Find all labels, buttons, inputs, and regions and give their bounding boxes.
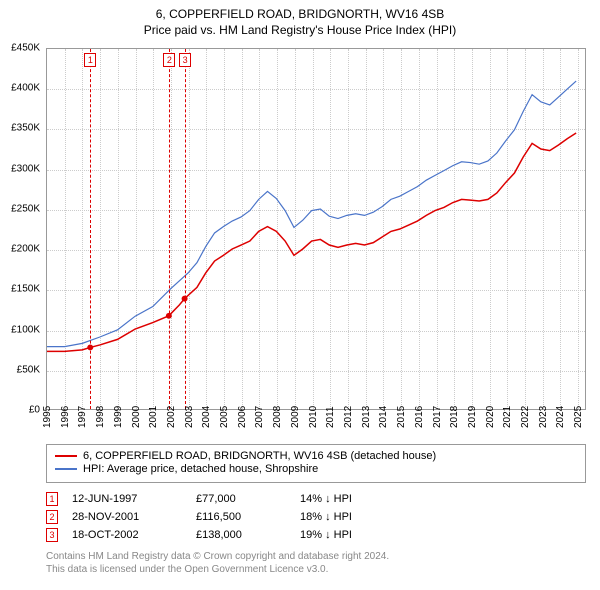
sale-event-line [185,49,186,409]
title-line-1: 6, COPPERFIELD ROAD, BRIDGNORTH, WV16 4S… [0,6,600,22]
x-tick-label: 2007 [254,406,265,428]
sale-event-marker: 2 [163,53,175,67]
x-tick-label: 2018 [449,406,460,428]
chart-svg [47,49,585,409]
sale-row: 3 18-OCT-2002 £138,000 19% ↓ HPI [46,526,586,544]
footer-line-2: This data is licensed under the Open Gov… [46,563,586,576]
y-tick-label: £350K [11,123,40,134]
sale-index-box: 2 [46,510,58,524]
x-tick-label: 2015 [396,406,407,428]
x-tick-label: 1998 [95,406,106,428]
sale-date: 28-NOV-2001 [72,511,182,523]
sale-row: 2 28-NOV-2001 £116,500 18% ↓ HPI [46,508,586,526]
x-tick-label: 2006 [237,406,248,428]
x-tick-label: 1996 [60,406,71,428]
x-tick-label: 1997 [77,406,88,428]
sale-delta: 14% ↓ HPI [300,493,420,505]
y-axis: £0£50K£100K£150K£200K£250K£300K£350K£400… [0,48,44,410]
x-tick-label: 2025 [573,406,584,428]
x-tick-label: 2003 [184,406,195,428]
footer-line-1: Contains HM Land Registry data © Crown c… [46,550,586,563]
sale-price: £116,500 [196,511,286,523]
sale-price: £77,000 [196,493,286,505]
sale-index-box: 3 [46,528,58,542]
x-tick-label: 2023 [538,406,549,428]
sale-date: 18-OCT-2002 [72,529,182,541]
x-tick-label: 2019 [467,406,478,428]
x-tick-label: 2012 [343,406,354,428]
chart-plot-area: 1 23 [46,48,586,410]
x-tick-label: 2022 [520,406,531,428]
chart-container: 6, COPPERFIELD ROAD, BRIDGNORTH, WV16 4S… [0,0,600,590]
y-tick-label: £150K [11,284,40,295]
series-line-hpi [47,81,576,347]
y-tick-label: £50K [17,364,40,375]
sale-index-box: 1 [46,492,58,506]
x-tick-label: 2001 [148,406,159,428]
legend-swatch-hpi [55,468,77,470]
x-tick-label: 2017 [432,406,443,428]
footer: Contains HM Land Registry data © Crown c… [46,550,586,576]
sale-delta: 19% ↓ HPI [300,529,420,541]
title-block: 6, COPPERFIELD ROAD, BRIDGNORTH, WV16 4S… [0,0,600,38]
x-tick-label: 2002 [166,406,177,428]
x-tick-label: 2016 [414,406,425,428]
legend-item-property: 6, COPPERFIELD ROAD, BRIDGNORTH, WV16 4S… [55,450,577,462]
y-tick-label: £100K [11,324,40,335]
y-tick-label: £200K [11,244,40,255]
y-tick-label: £450K [11,43,40,54]
y-tick-label: £250K [11,203,40,214]
x-tick-label: 2014 [378,406,389,428]
y-tick-label: £0 [29,405,40,416]
sale-event-marker: 3 [179,53,191,67]
x-tick-label: 2005 [219,406,230,428]
x-tick-label: 2004 [201,406,212,428]
sale-event-line [90,49,91,409]
legend-label-hpi: HPI: Average price, detached house, Shro… [83,463,318,475]
sale-event-marker: 1 [84,53,96,67]
x-tick-label: 2020 [485,406,496,428]
legend-item-hpi: HPI: Average price, detached house, Shro… [55,463,577,475]
sale-row: 1 12-JUN-1997 £77,000 14% ↓ HPI [46,490,586,508]
x-tick-label: 2008 [272,406,283,428]
y-tick-label: £400K [11,83,40,94]
x-tick-label: 2024 [555,406,566,428]
x-axis: 1995199619971998199920002001200220032004… [46,412,586,442]
x-tick-label: 1995 [42,406,53,428]
sales-table: 1 12-JUN-1997 £77,000 14% ↓ HPI 2 28-NOV-2001… [46,490,586,544]
legend-label-property: 6, COPPERFIELD ROAD, BRIDGNORTH, WV16 4S… [83,450,436,462]
x-tick-label: 2013 [361,406,372,428]
sale-date: 12-JUN-1997 [72,493,182,505]
x-tick-label: 2009 [290,406,301,428]
x-tick-label: 2021 [502,406,513,428]
sale-price: £138,000 [196,529,286,541]
x-tick-label: 2010 [308,406,319,428]
series-line-property [47,133,576,351]
x-tick-label: 2011 [325,406,336,428]
x-tick-label: 2000 [131,406,142,428]
legend: 6, COPPERFIELD ROAD, BRIDGNORTH, WV16 4S… [46,444,586,483]
x-tick-label: 1999 [113,406,124,428]
legend-swatch-property [55,455,77,457]
sale-event-line [169,49,170,409]
y-tick-label: £300K [11,163,40,174]
title-line-2: Price paid vs. HM Land Registry's House … [0,22,600,38]
sale-delta: 18% ↓ HPI [300,511,420,523]
